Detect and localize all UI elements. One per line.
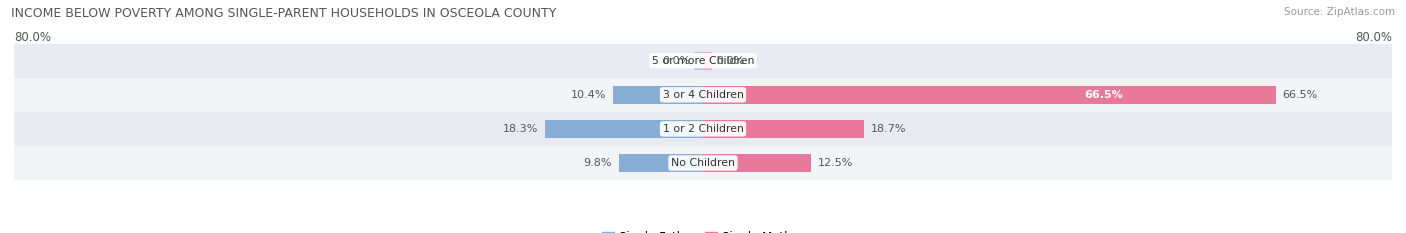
Text: No Children: No Children	[671, 158, 735, 168]
Text: 0.0%: 0.0%	[716, 56, 744, 66]
Bar	[619, 154, 703, 172]
Text: 0.0%: 0.0%	[662, 56, 690, 66]
Bar	[703, 52, 711, 70]
Bar	[703, 154, 811, 172]
Bar	[14, 44, 1392, 78]
Text: INCOME BELOW POVERTY AMONG SINGLE-PARENT HOUSEHOLDS IN OSCEOLA COUNTY: INCOME BELOW POVERTY AMONG SINGLE-PARENT…	[11, 7, 557, 20]
Bar	[695, 52, 703, 70]
Text: Source: ZipAtlas.com: Source: ZipAtlas.com	[1284, 7, 1395, 17]
Text: 5 or more Children: 5 or more Children	[652, 56, 754, 66]
Bar	[14, 146, 1392, 180]
Legend: Single Father, Single Mother: Single Father, Single Mother	[598, 226, 808, 233]
Bar	[703, 86, 1275, 104]
Text: 80.0%: 80.0%	[14, 31, 51, 44]
Bar	[613, 86, 703, 104]
Text: 9.8%: 9.8%	[583, 158, 612, 168]
Bar	[14, 112, 1392, 146]
Text: 1 or 2 Children: 1 or 2 Children	[662, 124, 744, 134]
Text: 66.5%: 66.5%	[1084, 90, 1123, 100]
Text: 18.7%: 18.7%	[870, 124, 907, 134]
Bar	[546, 120, 703, 138]
Text: 18.3%: 18.3%	[503, 124, 538, 134]
Text: 10.4%: 10.4%	[571, 90, 606, 100]
Bar	[703, 120, 865, 138]
Text: 66.5%: 66.5%	[1282, 90, 1317, 100]
Bar	[14, 78, 1392, 112]
Text: 12.5%: 12.5%	[817, 158, 853, 168]
Text: 3 or 4 Children: 3 or 4 Children	[662, 90, 744, 100]
Text: 80.0%: 80.0%	[1355, 31, 1392, 44]
